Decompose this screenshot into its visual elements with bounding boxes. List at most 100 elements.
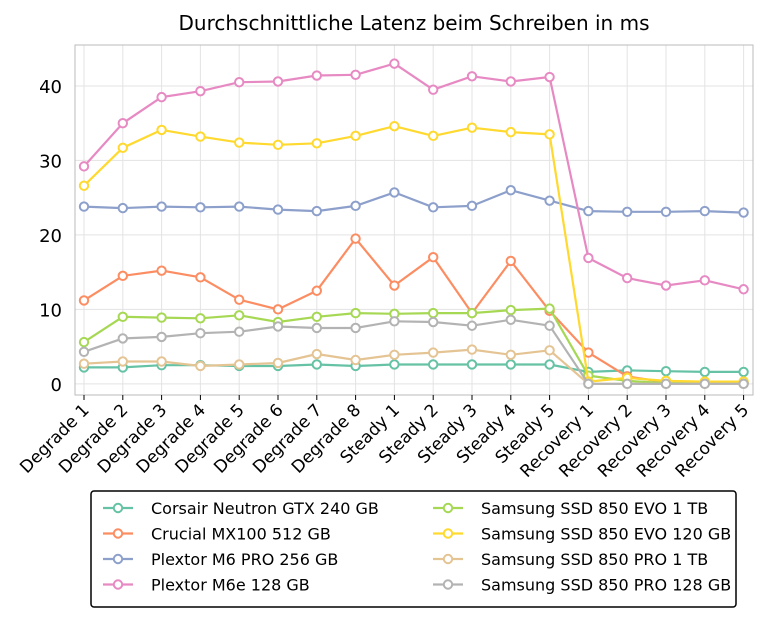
data-point [389,316,400,327]
data-point [389,58,400,69]
legend-label: Corsair Neutron GTX 240 GB [151,499,379,518]
data-point [350,307,361,319]
chart-title: Durchschnittliche Latenz beim Schreiben … [179,11,650,35]
legend-label: Samsung SSD 850 EVO 120 GB [481,525,731,544]
data-point [272,321,284,332]
legend-label: Crucial MX100 512 GB [151,525,331,544]
legend-label: Samsung SSD 850 PRO 1 TB [481,550,708,569]
legend: Corsair Neutron GTX 240 GB Crucial MX100 … [90,490,737,608]
data-point [660,206,672,218]
series-group [78,185,749,218]
data-point [78,336,90,348]
legend-swatch-marker [442,502,454,514]
legend-item: Samsung SSD 850 EVO 1 TB [433,499,708,518]
data-point [156,124,167,136]
data-point [350,69,361,80]
legend-item: Plextor M6 PRO 256 GB [103,550,338,569]
y-tick-label: 20 [39,226,62,247]
data-point [272,139,284,150]
series-line [83,125,744,383]
data-point [117,202,129,214]
data-point [78,358,90,369]
legend-swatch-marker [442,553,454,565]
data-point [350,233,361,244]
data-point [466,320,478,331]
data-point [505,349,516,360]
data-point [156,356,167,367]
legend-item: Corsair Neutron GTX 240 GB [103,499,379,518]
data-point [195,85,206,97]
data-point [350,130,361,142]
series-line [83,62,744,291]
series-group [78,314,749,390]
y-axis: 0 10 20 30 40 [39,77,62,396]
data-point [78,346,90,358]
data-point [117,311,129,323]
legend-swatch-marker [112,553,124,565]
data-point [389,280,400,291]
data-point [272,357,284,369]
data-point [195,202,206,213]
data-point [117,270,129,282]
data-point [195,360,206,372]
data-point [544,195,555,206]
legend-item: Plextor M6e 128 GB [103,576,310,595]
data-point [505,304,516,316]
data-point [234,294,245,305]
plot-frame [74,44,754,396]
data-point [78,161,90,172]
data-point [699,205,710,217]
series-line [83,237,744,385]
data-point [389,349,400,360]
data-point [622,272,633,284]
legend-label: Plextor M6 PRO 256 GB [151,550,338,569]
data-point [234,201,245,212]
legend-label: Samsung SSD 850 EVO 1 TB [481,499,708,518]
legend-swatch-marker [112,502,124,514]
series-group [78,303,749,389]
data-point [428,316,439,328]
data-point [78,295,90,306]
data-point [311,322,322,334]
data-point [660,378,672,390]
data-point [699,275,710,286]
series-line [84,363,744,373]
legend-label: Samsung SSD 850 PRO 128 GB [481,576,731,595]
y-tick-label: 30 [39,151,62,172]
legend-swatch-marker [442,528,454,539]
data-point [660,280,672,291]
grid [75,45,753,395]
data-point [311,70,322,81]
data-point [156,312,167,323]
data-point [350,322,361,334]
data-point [311,359,322,370]
data-point [428,359,439,370]
series-line [83,189,744,214]
data-point [195,131,206,142]
y-tick-label: 40 [39,77,62,98]
data-point [428,347,439,358]
data-point [738,284,749,295]
data-point [234,137,245,148]
data-point [544,129,555,140]
data-point [428,130,439,142]
legend-item: Samsung SSD 850 PRO 128 GB [433,576,731,595]
data-point [311,311,322,323]
data-point [389,359,400,370]
data-point [505,314,516,325]
data-point [117,333,129,344]
data-point [234,359,245,370]
data-point [505,185,516,196]
y-tick-label: 0 [51,375,62,396]
data-point [466,71,478,82]
data-point [156,331,167,343]
data-point [505,359,516,370]
data-point [466,344,478,355]
data-point [428,84,439,95]
data-point [156,91,167,103]
data-point [544,303,555,314]
legend-frame [90,490,737,608]
data-point [583,205,594,217]
series-line [83,307,744,385]
